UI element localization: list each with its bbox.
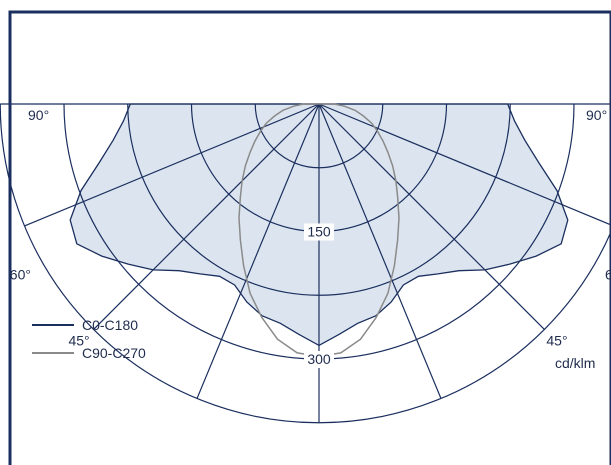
grid-spoke-45-right — [318, 103, 545, 330]
angle-label-90-right: 90° — [586, 107, 607, 123]
grid-spoke-22.5-left — [196, 103, 320, 399]
angle-label-60-right: 60° — [605, 266, 611, 282]
legend: C0-C180 C90-C270 — [32, 317, 146, 361]
angle-label-60-left: 60° — [10, 266, 31, 282]
polar-grid — [0, 103, 611, 424]
grid-spoke-22.5-right — [318, 103, 442, 399]
axis-label-layer: 150 300 90° 90° 60° 60° 45° 45° — [10, 107, 611, 368]
angle-label-45-right: 45° — [546, 332, 567, 348]
radial-label-150: 150 — [307, 224, 331, 240]
unit-label: cd/klm — [555, 355, 595, 371]
angle-label-90-left: 90° — [28, 107, 49, 123]
angle-label-45-left: 45° — [68, 332, 89, 348]
radial-label-300: 300 — [307, 351, 331, 367]
grid-spoke-45-left — [93, 103, 320, 330]
legend-label-c0-c180: C0-C180 — [82, 317, 138, 333]
grid-spoke-67.5-left — [24, 103, 320, 227]
grid-spoke-67.5-right — [318, 103, 611, 226]
radial-label-300-bg — [304, 351, 334, 368]
radial-label-150-bg — [304, 223, 334, 241]
legend-label-c90-c270: C90-C270 — [82, 345, 146, 361]
